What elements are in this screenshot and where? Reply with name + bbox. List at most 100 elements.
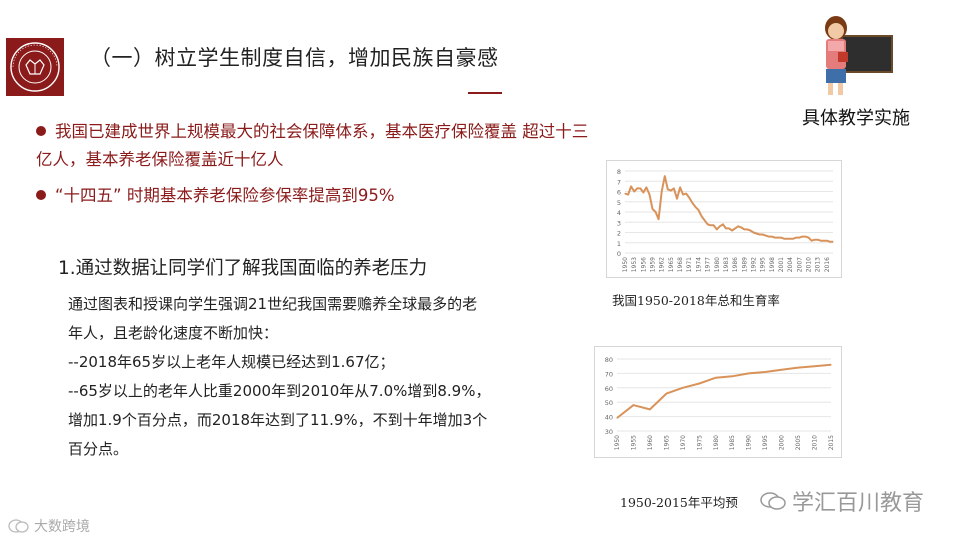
watermark-left: 大数跨境: [8, 516, 90, 536]
x-tick-label: 1956: [640, 257, 647, 272]
data-point: [633, 190, 635, 193]
data-point: [801, 236, 804, 238]
data-point: [630, 185, 632, 187]
data-point: [746, 228, 748, 231]
x-tick-label: 1970: [680, 435, 687, 450]
data-point: [688, 197, 690, 199]
gridlines: [625, 170, 833, 254]
data-point: [698, 382, 700, 385]
data-point: [823, 240, 825, 242]
y-tick-label: 70: [605, 370, 613, 378]
x-tick-label: 1974: [695, 257, 702, 272]
y-tick-label: 0: [617, 250, 621, 258]
data-point: [804, 236, 807, 238]
data-point: [749, 229, 752, 232]
data-point: [682, 387, 684, 389]
x-tick-label: 1971: [686, 257, 693, 272]
watermark-right: 学汇百川教育: [760, 485, 924, 517]
data-point: [658, 218, 660, 220]
data-point: [783, 238, 785, 240]
data-point: [786, 238, 788, 240]
x-tick-label: 1990: [746, 435, 753, 450]
data-point: [789, 238, 791, 240]
y-tick-label: 30: [605, 428, 613, 436]
data-point: [771, 236, 773, 238]
body-line: 百分点。: [68, 440, 129, 458]
page-title: （一）树立学生制度自信，增加民族自豪感: [90, 46, 499, 70]
data-point: [691, 202, 693, 204]
bullet-item: 我国已建成世界上规模最大的社会保障体系，基本医疗保险覆盖 超过十三亿人，基本养老…: [36, 118, 596, 174]
series-line: [624, 175, 833, 243]
x-tick-label: 1989: [741, 257, 748, 272]
data-point: [664, 175, 666, 177]
data-point: [758, 233, 761, 236]
data-point: [748, 372, 750, 374]
x-tick-label: 2015: [828, 435, 835, 450]
data-point: [832, 241, 834, 243]
bullet-dot-icon: [36, 190, 46, 200]
data-point: [651, 208, 654, 210]
gridlines: [617, 358, 831, 432]
data-point: [725, 227, 727, 229]
peking-university-seal-icon: [6, 38, 64, 96]
body-line: --2018年65岁以上老年人规模已经达到1.67亿；: [68, 353, 395, 371]
x-tick-label: 1995: [762, 435, 769, 450]
data-point: [734, 227, 736, 229]
data-point: [679, 186, 681, 188]
bullet-dot-icon: [36, 126, 46, 136]
data-point: [731, 375, 733, 377]
data-point: [673, 187, 675, 190]
data-point: [716, 228, 718, 231]
data-point: [728, 227, 730, 229]
x-tick-label: 1960: [647, 435, 654, 450]
series-line: [616, 363, 832, 419]
x-tick-label: 1950: [622, 257, 629, 272]
x-tick-label: 1977: [705, 257, 712, 272]
data-point: [780, 237, 782, 239]
data-point: [670, 189, 672, 192]
y-tick-label: 8: [617, 168, 621, 176]
x-tick-label: 2013: [815, 257, 822, 272]
data-point: [616, 417, 618, 419]
data-point: [694, 206, 696, 208]
data-point: [777, 237, 779, 239]
x-tick-label: 2004: [787, 257, 794, 272]
x-tick-label: 2000: [779, 435, 786, 450]
data-point: [731, 229, 733, 232]
chart2-caption: 1950-2015年平均预: [620, 495, 738, 510]
y-tick-label: 5: [617, 199, 621, 207]
data-point: [768, 236, 770, 238]
data-point: [722, 223, 724, 225]
x-tick-label: 1975: [696, 435, 703, 450]
x-tick-label: 1950: [614, 435, 621, 450]
x-tick-label: 1962: [659, 257, 666, 272]
teacher-icon: [825, 16, 893, 95]
y-tick-label: 1: [617, 240, 621, 248]
data-point: [685, 192, 687, 195]
data-point: [774, 237, 776, 239]
y-tick-label: 60: [605, 385, 613, 393]
data-point: [795, 237, 797, 239]
data-point: [762, 233, 764, 236]
data-point: [798, 237, 800, 239]
data-point: [781, 369, 783, 371]
data-point: [665, 392, 667, 395]
data-point: [627, 193, 629, 196]
data-point: [667, 188, 669, 191]
data-point: [807, 237, 810, 239]
data-point: [645, 186, 648, 188]
life-expectancy-chart-svg: 30 40 50 60 70 80 1950 1955 1960 1965 1970 1975 1980…: [605, 356, 835, 450]
data-point: [752, 231, 755, 234]
x-tick-label: 1955: [630, 435, 637, 450]
body-line: 年人，且老龄化速度不断加快：: [68, 324, 279, 342]
data-point: [636, 187, 638, 190]
fertility-rate-chart: 0 1 2 3 4 5 6 7 8 1950 1953 1956 1959 1962 1965 1968 197…: [606, 160, 842, 278]
chart1-caption: 我国1950-2018年总和生育率: [612, 293, 780, 308]
x-tick-label: 1992: [750, 257, 757, 272]
x-tick-label: 1953: [631, 257, 638, 272]
y-tick-label: 2: [617, 230, 621, 238]
data-point: [710, 224, 712, 226]
data-point: [719, 225, 721, 227]
data-point: [810, 240, 813, 242]
y-tick-label: 80: [605, 356, 613, 364]
